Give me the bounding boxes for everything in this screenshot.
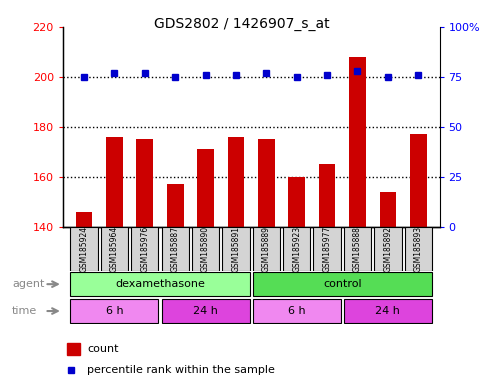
Bar [374, 227, 401, 271]
Bar [71, 299, 158, 323]
Text: GDS2802 / 1426907_s_at: GDS2802 / 1426907_s_at [154, 17, 329, 31]
Text: GSM185964: GSM185964 [110, 225, 119, 272]
Bar [253, 227, 280, 271]
Text: GSM185976: GSM185976 [141, 225, 149, 272]
Bar [313, 227, 341, 271]
Text: GSM185924: GSM185924 [80, 225, 88, 272]
Bar [227, 137, 244, 227]
Bar [71, 272, 250, 296]
Bar [106, 137, 123, 227]
Text: GSM185891: GSM185891 [231, 226, 241, 271]
Text: GSM185893: GSM185893 [414, 225, 423, 272]
Bar [222, 227, 250, 271]
Text: agent: agent [12, 279, 44, 289]
Text: GSM185889: GSM185889 [262, 226, 271, 271]
Bar [410, 134, 426, 227]
Text: GSM185888: GSM185888 [353, 226, 362, 271]
Text: dexamethasone: dexamethasone [115, 279, 205, 289]
Text: GSM185887: GSM185887 [170, 226, 180, 271]
Text: 6 h: 6 h [288, 306, 306, 316]
Bar [67, 343, 80, 355]
Bar [167, 184, 184, 227]
Text: time: time [12, 306, 37, 316]
Bar [71, 227, 98, 271]
Bar [76, 212, 92, 227]
Text: GSM185923: GSM185923 [292, 225, 301, 272]
Bar [344, 227, 371, 271]
Bar [349, 57, 366, 227]
Bar [101, 227, 128, 271]
Bar [405, 227, 432, 271]
Bar [380, 192, 396, 227]
Text: GSM185892: GSM185892 [384, 226, 392, 271]
Bar [253, 299, 341, 323]
Bar [344, 299, 432, 323]
Text: 6 h: 6 h [106, 306, 123, 316]
Text: control: control [323, 279, 362, 289]
Text: 24 h: 24 h [193, 306, 218, 316]
Text: percentile rank within the sample: percentile rank within the sample [87, 364, 275, 375]
Bar [192, 227, 219, 271]
Bar [161, 299, 250, 323]
Bar [161, 227, 189, 271]
Bar [258, 139, 275, 227]
Text: 24 h: 24 h [375, 306, 400, 316]
Bar [283, 227, 311, 271]
Text: GSM185977: GSM185977 [323, 225, 332, 272]
Bar [253, 272, 432, 296]
Bar [131, 227, 158, 271]
Bar [137, 139, 153, 227]
Bar [288, 177, 305, 227]
Bar [319, 164, 336, 227]
Bar [197, 149, 214, 227]
Text: GSM185890: GSM185890 [201, 225, 210, 272]
Text: count: count [87, 344, 119, 354]
